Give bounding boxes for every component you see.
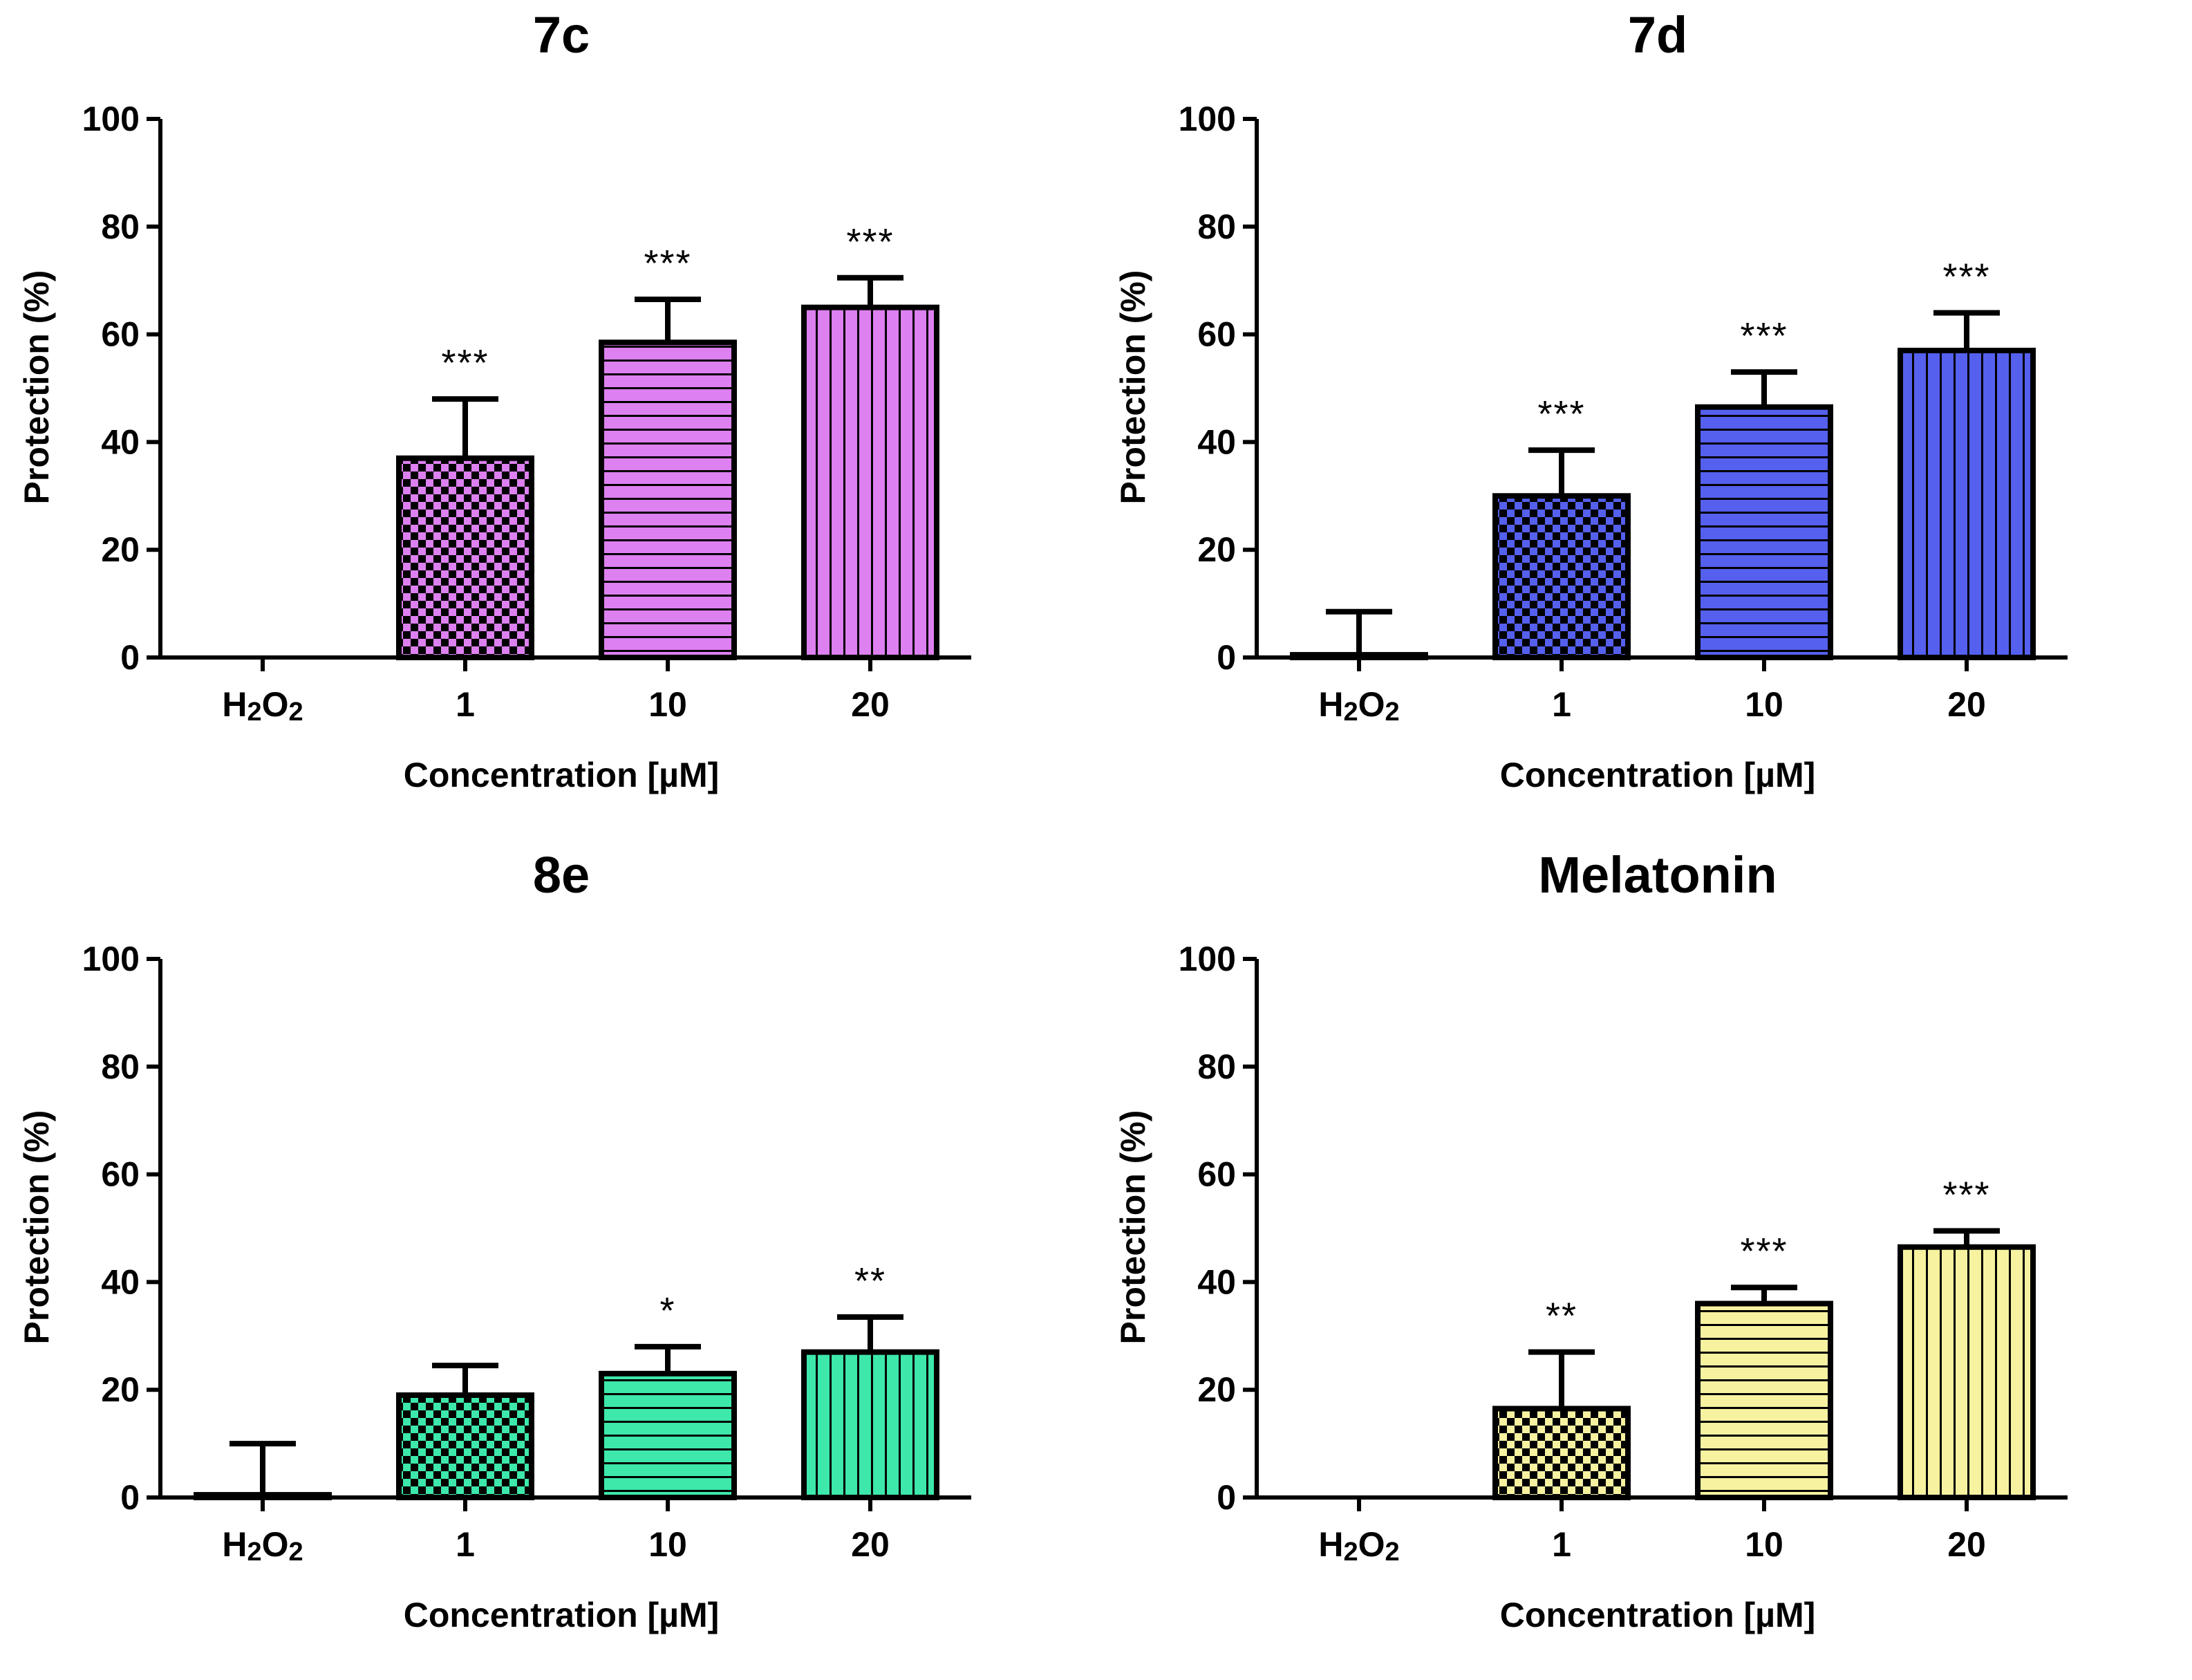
y-axis-title: Protection (%)	[1114, 1110, 1152, 1345]
x-axis-title: Concentration [µM]	[1500, 756, 1816, 794]
y-tick-label: 60	[1197, 315, 1236, 354]
y-tick-label: 60	[101, 1155, 140, 1194]
bar-fill-1	[399, 1394, 532, 1497]
bar-chart-svg: Melatonin 0 20 40 60 80 100 H2O2 ** 1 *** 10 *** 20 Co…	[1114, 846, 2068, 1634]
y-tick-label: 40	[1197, 422, 1236, 461]
bar-fill-1	[1495, 496, 1628, 657]
y-tick-label: 80	[1197, 1047, 1236, 1086]
x-tick-label: 20	[851, 1525, 890, 1564]
y-tick-label: 40	[101, 422, 140, 461]
chart-title: Melatonin	[1538, 846, 1777, 904]
chart-title: 7c	[533, 6, 590, 64]
y-tick-label: 100	[1179, 940, 1236, 978]
significance-label: **	[854, 1260, 886, 1302]
bar-fill-20	[804, 1352, 937, 1497]
y-tick-label: 20	[101, 1370, 140, 1409]
significance-label: ***	[644, 243, 691, 284]
y-axis-title: Protection (%)	[17, 270, 56, 505]
x-tick-label: 20	[1947, 1525, 1986, 1564]
y-tick-label: 40	[101, 1262, 140, 1301]
chart-panel-7c: 7c 0 20 40 60 80 100 H2O2 *** 1 *** 10 *** 20 Concentr…	[0, 0, 1096, 840]
y-tick-label: 40	[1197, 1262, 1236, 1301]
significance-label: **	[1546, 1296, 1577, 1337]
x-tick-label: H2O2	[222, 1525, 303, 1567]
significance-label: *	[659, 1290, 675, 1332]
bar-fill-10	[1698, 407, 1830, 657]
y-tick-label: 100	[82, 100, 140, 138]
y-tick-label: 60	[1197, 1155, 1236, 1194]
x-tick-label: 10	[1745, 685, 1783, 724]
y-tick-label: 80	[101, 207, 140, 246]
x-tick-label: 20	[851, 685, 890, 724]
significance-label: ***	[441, 342, 489, 384]
y-tick-label: 0	[120, 1478, 140, 1517]
y-tick-label: 0	[1217, 1478, 1236, 1517]
significance-label: ***	[1942, 256, 1990, 297]
significance-label: ***	[1942, 1174, 1990, 1215]
y-tick-label: 0	[120, 638, 140, 677]
bar-fill-20	[804, 307, 937, 657]
x-axis-title: Concentration [µM]	[404, 1596, 720, 1634]
x-tick-label: 1	[1552, 1525, 1571, 1564]
bar-fill-10	[601, 1373, 734, 1497]
y-tick-label: 20	[1197, 1370, 1236, 1409]
x-tick-label: 1	[456, 685, 475, 724]
bar-fill-10	[601, 342, 734, 657]
bar-fill-1	[1495, 1408, 1628, 1497]
y-tick-label: 0	[1217, 638, 1236, 677]
bar-chart-svg: 8e 0 20 40 60 80 100 H2O2 1 * 10 ** 20 Concentration …	[17, 846, 971, 1634]
x-tick-label: H2O2	[1318, 1525, 1399, 1567]
y-tick-label: 100	[1179, 100, 1236, 138]
x-tick-label: 10	[648, 685, 687, 724]
significance-label: ***	[1537, 393, 1585, 435]
x-tick-label: 10	[648, 1525, 687, 1564]
chart-panel-7d: 7d 0 20 40 60 80 100 H2O2 *** 1 *** 10 *** 20 Concentr…	[1096, 0, 2192, 840]
significance-label: ***	[1740, 315, 1788, 357]
significance-label: ***	[846, 221, 894, 263]
y-axis-title: Protection (%)	[1114, 270, 1152, 505]
bar-chart-svg: 7d 0 20 40 60 80 100 H2O2 *** 1 *** 10 *** 20 Concentr…	[1114, 6, 2068, 794]
bar-fill-10	[1698, 1303, 1830, 1497]
y-tick-label: 20	[1197, 530, 1236, 569]
y-tick-label: 80	[101, 1047, 140, 1086]
x-axis-title: Concentration [µM]	[404, 756, 720, 794]
bar-fill-20	[1900, 1247, 2033, 1497]
chart-title: 7d	[1628, 6, 1687, 64]
x-axis-title: Concentration [µM]	[1500, 1596, 1816, 1634]
x-tick-label: 20	[1947, 685, 1986, 724]
significance-label: ***	[1740, 1231, 1788, 1272]
y-tick-label: 100	[82, 940, 140, 978]
chart-title: 8e	[533, 846, 590, 904]
bar-chart-svg: 7c 0 20 40 60 80 100 H2O2 *** 1 *** 10 *** 20 Concentr…	[17, 6, 971, 794]
y-axis-title: Protection (%)	[17, 1110, 56, 1345]
x-tick-label: H2O2	[1318, 685, 1399, 727]
chart-panel-8e: 8e 0 20 40 60 80 100 H2O2 1 * 10 ** 20 Concentration …	[0, 840, 1096, 1680]
x-tick-label: 10	[1745, 1525, 1783, 1564]
bar-fill-1	[399, 458, 532, 657]
y-tick-label: 20	[101, 530, 140, 569]
y-tick-label: 80	[1197, 207, 1236, 246]
x-tick-label: H2O2	[222, 685, 303, 727]
bar-fill-20	[1900, 350, 2033, 657]
chart-panel-melatonin: Melatonin 0 20 40 60 80 100 H2O2 ** 1 *** 10 *** 20 Co…	[1096, 840, 2192, 1680]
x-tick-label: 1	[456, 1525, 475, 1564]
x-tick-label: 1	[1552, 685, 1571, 724]
y-tick-label: 60	[101, 315, 140, 354]
